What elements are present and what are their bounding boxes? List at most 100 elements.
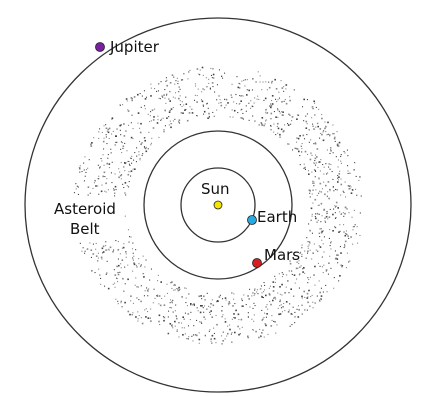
asteroid-dot: [259, 288, 261, 290]
asteroid-dot: [220, 102, 222, 104]
asteroid-dot: [181, 296, 183, 298]
asteroid-dot: [301, 295, 303, 298]
asteroid-dot: [108, 163, 111, 165]
asteroid-dot: [139, 127, 141, 129]
asteroid-dot: [333, 133, 335, 135]
asteroid-dot: [95, 185, 97, 187]
asteroid-dot: [178, 97, 180, 100]
asteroid-dot: [334, 136, 336, 138]
asteroid-dot: [154, 108, 156, 110]
asteroid-dot: [190, 311, 192, 313]
asteroid-dot: [252, 307, 254, 309]
asteroid-dot: [296, 261, 298, 263]
asteroid-dot: [108, 248, 110, 250]
asteroid-dot: [138, 154, 140, 156]
asteroid-dot: [204, 334, 206, 336]
asteroid-dot: [129, 157, 131, 159]
asteroid-dot: [354, 162, 356, 164]
asteroid-dot: [128, 181, 130, 183]
asteroid-dot: [289, 114, 291, 116]
asteroid-dot: [134, 168, 136, 170]
asteroid-dot: [298, 114, 300, 116]
asteroid-dot: [252, 106, 254, 108]
asteroid-dot: [131, 98, 133, 100]
asteroid-dot: [314, 265, 316, 268]
asteroid-dot: [265, 111, 267, 113]
asteroid-dot: [230, 94, 232, 96]
asteroid-dot: [188, 112, 191, 114]
asteroid-dot: [254, 293, 256, 295]
asteroid-dot: [206, 308, 208, 310]
asteroid-dot: [348, 212, 350, 214]
asteroid-dot: [185, 287, 187, 289]
asteroid-dot: [339, 211, 341, 213]
asteroid-dot: [233, 313, 235, 315]
asteroid-dot: [337, 177, 339, 179]
asteroid-dot: [306, 113, 308, 115]
asteroid-dot: [270, 118, 272, 120]
asteroid-dot: [331, 171, 333, 173]
asteroid-dot: [248, 102, 250, 104]
asteroid-dot: [237, 112, 239, 114]
asteroid-dot: [261, 332, 263, 334]
asteroid-dot: [274, 296, 276, 299]
asteroid-dot: [334, 205, 336, 207]
asteroid-dot: [270, 325, 273, 327]
asteroid-dot: [293, 89, 295, 91]
asteroid-dot: [79, 171, 81, 173]
asteroid-dot: [231, 292, 233, 294]
asteroid-dot: [242, 305, 244, 307]
asteroid-dot: [344, 246, 346, 248]
asteroid-dot: [252, 115, 254, 117]
asteroid-dot: [224, 321, 227, 323]
asteroid-dot: [311, 213, 313, 215]
asteroid-dot: [84, 156, 86, 158]
asteroid-dot: [345, 230, 347, 232]
asteroid-dot: [236, 103, 238, 105]
asteroid-dot: [255, 330, 257, 333]
asteroid-dot: [171, 301, 173, 303]
asteroid-dot: [353, 169, 355, 171]
asteroid-dot: [299, 155, 301, 157]
asteroid-dot: [302, 134, 305, 137]
asteroid-dot: [207, 107, 209, 109]
asteroid-dot: [178, 286, 180, 289]
asteroid-dot: [253, 320, 255, 322]
asteroid-dot: [90, 143, 92, 146]
asteroid-dot: [124, 170, 126, 172]
asteroid-dot: [325, 163, 327, 165]
asteroid-dot: [113, 269, 115, 271]
asteroid-dot: [194, 94, 196, 96]
asteroid-dot: [323, 166, 325, 168]
asteroid-dot: [218, 95, 220, 97]
asteroid-dot: [320, 191, 322, 193]
asteroid-dot: [323, 251, 325, 253]
asteroid-dot: [95, 242, 97, 244]
asteroid-dot: [307, 250, 309, 253]
asteroid-dot: [325, 284, 327, 286]
asteroid-dot: [170, 282, 172, 284]
asteroid-dot: [106, 162, 108, 165]
asteroid-dot: [178, 91, 180, 93]
asteroid-dot: [92, 253, 95, 255]
asteroid-dot: [105, 134, 107, 136]
asteroid-dot: [307, 277, 309, 279]
asteroid-dot: [132, 257, 134, 259]
asteroid-dot: [291, 324, 293, 326]
asteroid-dot: [261, 117, 264, 119]
asteroid-dot: [340, 183, 343, 186]
asteroid-dot: [140, 285, 142, 287]
asteroid-dot: [359, 176, 361, 178]
asteroid-dot: [322, 272, 324, 274]
asteroid-dot: [193, 303, 195, 306]
asteroid-dot: [297, 137, 300, 140]
asteroid-dot: [210, 302, 212, 305]
asteroid-dot: [325, 215, 328, 218]
asteroid-dot: [322, 230, 324, 232]
asteroid-dot: [270, 129, 272, 131]
asteroid-dot: [94, 179, 96, 182]
asteroid-dot: [185, 297, 187, 299]
asteroid-dot: [341, 213, 343, 215]
asteroid-dot: [280, 304, 282, 306]
asteroid-dot: [301, 313, 303, 315]
